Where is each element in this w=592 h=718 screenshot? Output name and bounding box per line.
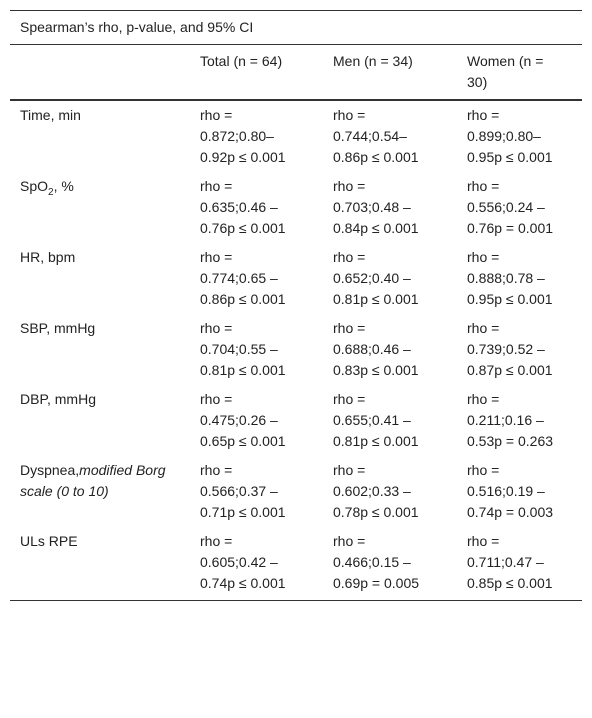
- stat-cell: rho = 0.516;0.19 – 0.74p = 0.003: [467, 462, 554, 520]
- data-row: Time, min rho = 0.872;0.80–0.92p ≤ 0.001 r…: [10, 100, 582, 172]
- data-row: DBP, mmHg rho = 0.475;0.26 – 0.65p ≤ 0.00…: [10, 385, 582, 456]
- row-label: HR, bpm: [10, 243, 190, 314]
- stat-cell: rho = 0.635;0.46 – 0.76p ≤ 0.001: [200, 178, 286, 236]
- label-part: DBP, mmHg: [20, 391, 96, 407]
- row-label: SBP, mmHg: [10, 314, 190, 385]
- stat-cell: rho = 0.739;0.52 – 0.87p ≤ 0.001: [467, 320, 553, 378]
- row-label: SpO2, %: [10, 172, 190, 243]
- data-row: HR, bpm rho = 0.774;0.65 – 0.86p ≤ 0.001 r…: [10, 243, 582, 314]
- stat-cell: rho = 0.556;0.24 – 0.76p = 0.001: [467, 178, 554, 236]
- stat-cell: rho = 0.688;0.46 – 0.83p ≤ 0.001: [333, 320, 419, 378]
- stat-cell: rho = 0.888;0.78 – 0.95p ≤ 0.001: [467, 249, 553, 307]
- label-part: 2: [48, 186, 54, 198]
- label-part: HR, bpm: [20, 249, 76, 265]
- row-label: ULs RPE: [10, 527, 190, 601]
- stat-cell: rho = 0.655;0.41 – 0.81p ≤ 0.001: [333, 391, 419, 449]
- column-header: Men (n = 34): [323, 44, 457, 101]
- stat-cell: rho = 0.744;0.54–0.86p ≤ 0.001: [333, 107, 419, 165]
- data-row: ULs RPE rho = 0.605;0.42 – 0.74p ≤ 0.001 r…: [10, 527, 583, 601]
- header-row: Total (n = 64) Men (n = 34) Women (n = 30): [10, 44, 583, 101]
- label-part: Dyspnea,: [20, 462, 80, 478]
- label-part: ULs RPE: [20, 533, 78, 549]
- stat-cell: rho = 0.475;0.26 – 0.65p ≤ 0.001: [200, 391, 286, 449]
- stat-cell: rho = 0.711;0.47 – 0.85p ≤ 0.001: [457, 527, 583, 601]
- data-row: Dyspnea,modified Borg scale (0 to 10) rho…: [10, 456, 582, 527]
- label-part: SBP, mmHg: [20, 320, 96, 336]
- column-header: Total (n = 64): [190, 44, 323, 101]
- results-table: Spearman’s rho, p-value, and 95% CI Total…: [10, 10, 583, 601]
- stat-cell: rho = 0.566;0.37 – 0.71p ≤ 0.001: [200, 462, 286, 520]
- label-part: , %: [53, 178, 74, 194]
- stat-cell: rho = 0.704;0.55 – 0.81p ≤ 0.001: [200, 320, 286, 378]
- row-label: Time, min: [10, 100, 190, 172]
- row-label: Dyspnea,modified Borg scale (0 to 10): [10, 456, 190, 527]
- label-part: SpO: [20, 178, 49, 194]
- stat-cell: rho = 0.899;0.80–0.95p ≤ 0.001: [467, 107, 553, 165]
- row-label: DBP, mmHg: [10, 385, 190, 456]
- stat-cell: rho = 0.211;0.16 – 0.53p = 0.263: [467, 391, 554, 449]
- column-header: Women (n = 30): [457, 44, 583, 101]
- table-caption: Spearman’s rho, p-value, and 95% CI: [10, 10, 583, 45]
- label-part: Time, min: [20, 107, 81, 123]
- stat-cell: rho = 0.703;0.48 – 0.84p ≤ 0.001: [333, 178, 419, 236]
- label-part: modified Borg scale (0 to 10): [20, 462, 166, 499]
- data-row: SBP, mmHg rho = 0.704;0.55 – 0.81p ≤ 0.00…: [10, 314, 582, 385]
- caption-row: Spearman’s rho, p-value, and 95% CI: [10, 10, 583, 45]
- stat-cell: rho = 0.466;0.15 – 0.69p = 0.005: [323, 527, 457, 601]
- stat-cell: rho = 0.605;0.42 – 0.74p ≤ 0.001: [190, 527, 323, 601]
- stat-cell: rho = 0.774;0.65 – 0.86p ≤ 0.001: [200, 249, 286, 307]
- stat-cell: rho = 0.872;0.80–0.92p ≤ 0.001: [200, 107, 286, 165]
- header-blank: [10, 44, 190, 101]
- stat-cell: rho = 0.602;0.33 – 0.78p ≤ 0.001: [333, 462, 419, 520]
- data-row: SpO2, % rho = 0.635;0.46 – 0.76p ≤ 0.001 r…: [10, 172, 582, 243]
- stat-cell: rho = 0.652;0.40 – 0.81p ≤ 0.001: [333, 249, 419, 307]
